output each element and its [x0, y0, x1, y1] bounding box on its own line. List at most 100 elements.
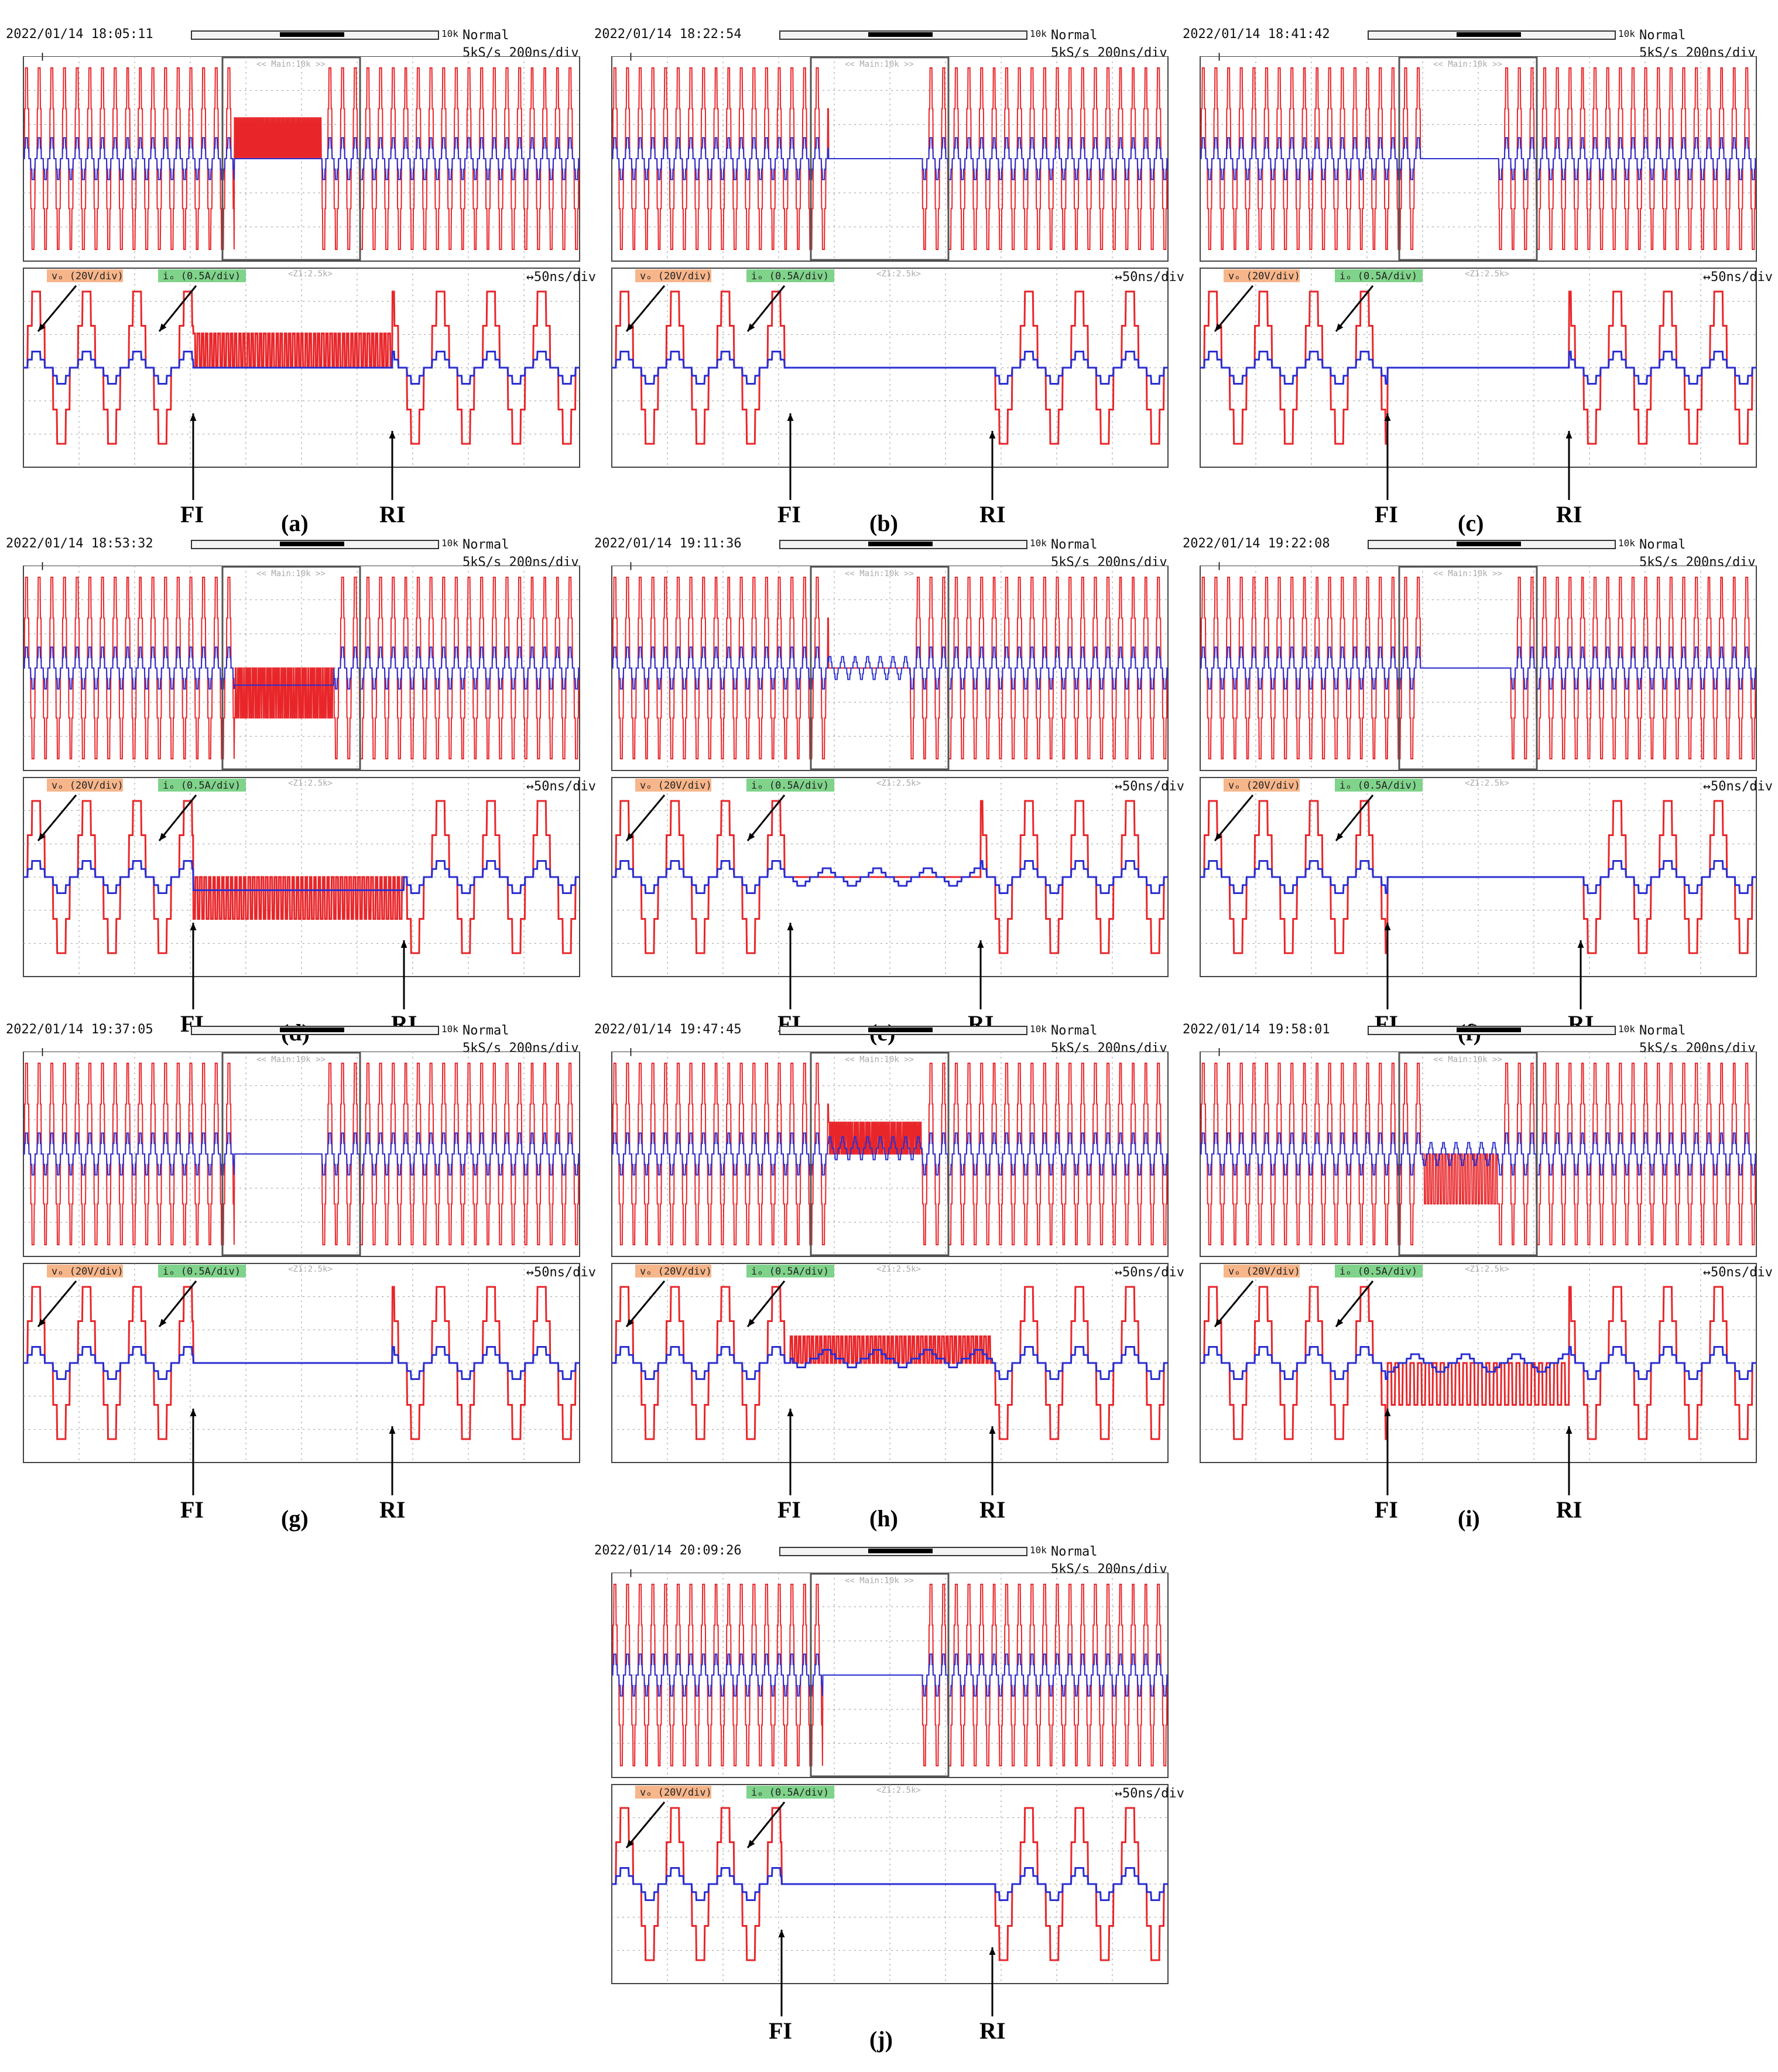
- record-length: 10k: [1030, 537, 1047, 549]
- voltage-tag-bg: [47, 269, 123, 282]
- zoom-rate: ↔50ns/div: [1115, 779, 1184, 794]
- fi-label: FI: [777, 501, 801, 528]
- fi-arrow: [787, 923, 794, 1009]
- voltage-tag-arrow: [625, 285, 666, 332]
- sample-rate: 5kS/s 200ns/div: [463, 555, 579, 570]
- main-label: << Main:10k >>: [845, 569, 914, 578]
- zoom-box: [1398, 1052, 1538, 1256]
- panel-caption: (i): [1458, 1505, 1480, 1532]
- timestamp: 2022/01/14 19:11:36: [594, 536, 742, 551]
- main-label: << Main:10k >>: [845, 60, 914, 69]
- current-trace-main: [1200, 646, 1756, 690]
- record-bar: [779, 30, 1027, 40]
- ri-label: RI: [1556, 1496, 1582, 1523]
- scope-panel-e: 2022/01/14 19:11:36 10k Normal 5kS/s 200ns/…: [594, 533, 1186, 1046]
- timestamp: 2022/01/14 20:09:26: [594, 1543, 742, 1558]
- sample-rate: 5kS/s 200ns/div: [1639, 1041, 1756, 1056]
- acquisition-info: Normal 5kS/s 200ns/div: [1639, 27, 1756, 62]
- current-trace-zoom: [23, 860, 580, 894]
- record-bar: [191, 540, 439, 549]
- scope-panel-i: 2022/01/14 19:58:01 10k Normal 5kS/s 200ns/…: [1183, 1019, 1774, 1532]
- ri-arrow: [989, 1426, 996, 1495]
- trigger-mode: Normal: [1051, 28, 1098, 43]
- ri-label: RI: [979, 2018, 1006, 2044]
- voltage-tag-bg: [1224, 269, 1300, 282]
- timestamp: 2022/01/14 19:58:01: [1183, 1022, 1330, 1037]
- panel-caption: (a): [281, 510, 309, 536]
- main-label: << Main:10k >>: [256, 1055, 326, 1064]
- record-window: [868, 542, 933, 546]
- ri-arrow: [389, 1426, 396, 1495]
- ri-arrow: [1565, 1426, 1573, 1495]
- timestamp: 2022/01/14 18:05:11: [6, 27, 153, 42]
- scope-screen: << Main:10k >> <Z1:2.5k> ↔50ns/div vₒ (20V/…: [611, 1052, 1184, 1495]
- current-tag-arrow: [746, 1280, 786, 1327]
- record-bar: [779, 540, 1027, 549]
- scope-screen: << Main:10k >> <Z1:2.5k> ↔50ns/div vₒ (20V/…: [23, 566, 596, 1009]
- current-trace-zoom: [612, 351, 1168, 385]
- scope-screen: << Main:10k >> <Z1:2.5k> ↔50ns/div vₒ (20V/…: [23, 56, 596, 500]
- voltage-tag-arrow: [1214, 1280, 1254, 1327]
- voltage-tag: vₒ (20V/div): [640, 270, 712, 282]
- acquisition-info: Normal 5kS/s 200ns/div: [463, 536, 579, 571]
- current-tag-bg: [1335, 779, 1423, 792]
- ri-arrow: [989, 431, 996, 500]
- record-bar: [1368, 1026, 1616, 1035]
- acquisition-info: Normal 5kS/s 200ns/div: [1051, 536, 1167, 571]
- record-window: [1457, 542, 1521, 546]
- zoom-label: <Z1:2.5k>: [876, 1265, 921, 1274]
- fi-arrow: [787, 1409, 794, 1495]
- voltage-tag: vₒ (20V/div): [52, 780, 124, 792]
- timestamp: 2022/01/14 19:47:45: [594, 1022, 742, 1037]
- ri-arrow: [1565, 431, 1573, 500]
- ri-label: RI: [979, 501, 1006, 528]
- zoom-box: [1398, 566, 1538, 770]
- current-tag: iₒ (0.5A/div): [163, 270, 241, 282]
- voltage-tag-arrow: [37, 794, 77, 841]
- current-trace-main: [612, 137, 1168, 180]
- record-window: [868, 32, 933, 37]
- current-trace-main: [612, 1653, 1168, 1697]
- zoom-label: <Z1:2.5k>: [876, 1786, 921, 1795]
- main-label: << Main:10k >>: [256, 60, 326, 69]
- record-bar: [191, 30, 439, 40]
- trigger-mode: Normal: [1639, 28, 1686, 43]
- record-window: [868, 1028, 933, 1032]
- record-length: 10k: [1030, 1544, 1047, 1556]
- zoom-label: <Z1:2.5k>: [288, 779, 333, 788]
- current-tag: iₒ (0.5A/div): [163, 1266, 241, 1278]
- acquisition-info: Normal 5kS/s 200ns/div: [463, 27, 579, 62]
- panel-caption: (j): [869, 2026, 893, 2053]
- trigger-marker: ꞁ: [629, 559, 633, 571]
- sample-rate: 5kS/s 200ns/div: [1051, 1041, 1167, 1056]
- current-trace-zoom: [1200, 860, 1756, 894]
- panel-caption: (g): [281, 1505, 309, 1532]
- acquisition-info: Normal 5kS/s 200ns/div: [463, 1022, 579, 1057]
- record-length: 10k: [1618, 28, 1635, 39]
- current-tag-bg: [158, 779, 246, 792]
- voltage-tag-arrow: [625, 1280, 666, 1327]
- ri-arrow: [1577, 940, 1584, 1009]
- voltage-tag-bg: [1224, 1265, 1300, 1278]
- voltage-tag-bg: [635, 269, 711, 282]
- zoom-rate: ↔50ns/div: [1115, 1786, 1184, 1801]
- current-tag-bg: [1335, 1265, 1423, 1278]
- voltage-trace-zoom: [23, 290, 580, 445]
- scope-screen: << Main:10k >> <Z1:2.5k> ↔50ns/div vₒ (20V/…: [1200, 56, 1773, 500]
- ri-arrow: [989, 1947, 996, 2016]
- acquisition-info: Normal 5kS/s 200ns/div: [1639, 536, 1756, 571]
- voltage-tag: vₒ (20V/div): [52, 270, 124, 282]
- voltage-tag-bg: [47, 1265, 123, 1278]
- voltage-tag: vₒ (20V/div): [640, 1787, 712, 1799]
- voltage-tag-bg: [47, 779, 123, 792]
- trigger-mode: Normal: [1639, 1023, 1686, 1038]
- zoom-rate: ↔50ns/div: [1115, 270, 1184, 285]
- current-tag-bg: [746, 1265, 834, 1278]
- voltage-trace-main: [612, 1063, 1168, 1245]
- zoom-rate: ↔50ns/div: [526, 270, 596, 285]
- fi-arrow: [1384, 1409, 1391, 1495]
- current-tag: iₒ (0.5A/div): [163, 780, 241, 792]
- timestamp: 2022/01/14 19:37:05: [6, 1022, 153, 1037]
- sample-rate: 5kS/s 200ns/div: [463, 1041, 579, 1056]
- current-trace-zoom: [23, 351, 580, 385]
